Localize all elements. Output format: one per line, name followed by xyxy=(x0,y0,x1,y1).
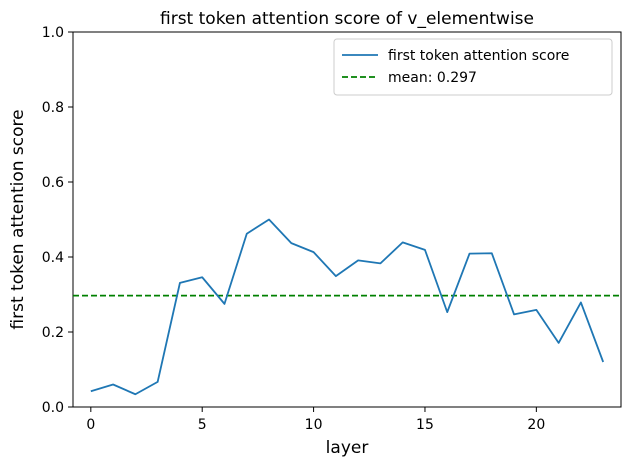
y-tick-label: 0.0 xyxy=(42,400,64,416)
legend-box xyxy=(333,38,613,96)
x-tick-label: 15 xyxy=(416,417,434,433)
y-tick-label: 1.0 xyxy=(42,25,64,41)
series-line-first-token-attention-score xyxy=(90,218,605,396)
x-tick-label: 20 xyxy=(527,417,545,433)
legend: first token attention score mean: 0.297 xyxy=(333,38,613,96)
y-axis-label: first token attention score xyxy=(8,109,28,329)
x-axis-label: layer xyxy=(326,438,369,458)
x-axis-ticks: 0 5 10 15 20 xyxy=(86,407,545,433)
legend-label-mean: mean: 0.297 xyxy=(388,70,477,86)
y-tick-label: 0.4 xyxy=(42,250,64,266)
chart-title: first token attention score of v_element… xyxy=(160,9,534,29)
x-tick-label: 10 xyxy=(305,417,323,433)
y-tick-label: 0.6 xyxy=(42,175,64,191)
y-tick-label: 0.8 xyxy=(42,100,64,116)
x-tick-label: 0 xyxy=(86,417,95,433)
x-tick-label: 5 xyxy=(198,417,207,433)
y-tick-label: 0.2 xyxy=(42,325,64,341)
y-axis-ticks: 0.0 0.2 0.4 0.6 0.8 1.0 xyxy=(42,25,73,416)
legend-label-series: first token attention score xyxy=(388,48,569,64)
